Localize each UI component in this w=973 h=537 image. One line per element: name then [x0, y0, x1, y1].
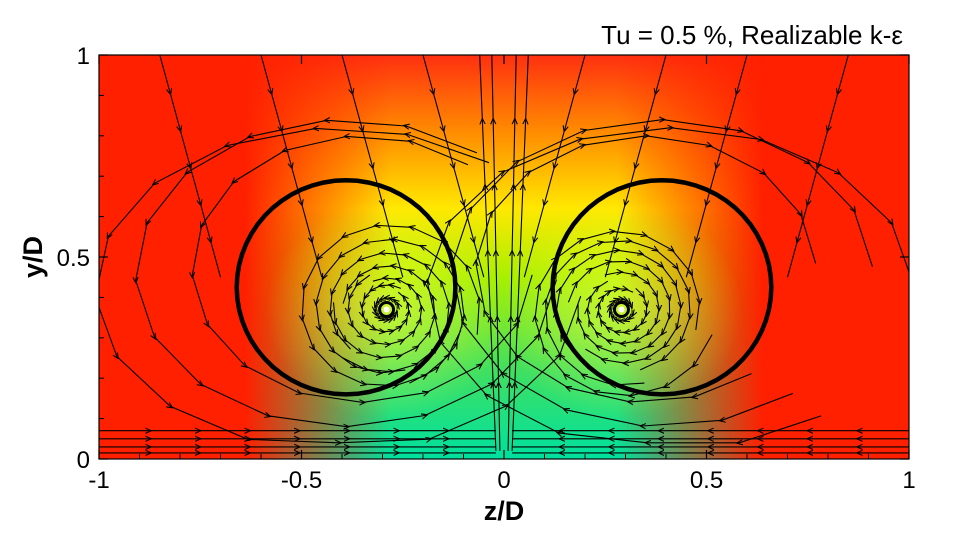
- y-tick-label: 1: [77, 43, 90, 70]
- separatrix-loop: [234, 177, 458, 397]
- y-tick-label: 0.5: [57, 245, 90, 272]
- separatrix-loop: [550, 177, 774, 397]
- y-axis-title: y/D: [18, 236, 48, 278]
- downwash-streamline: [685, 55, 748, 278]
- x-tick-label: -1: [88, 467, 109, 494]
- vortex-core-marker: [378, 301, 396, 319]
- downwash-streamline: [159, 55, 222, 278]
- downwash-streamline: [604, 55, 667, 278]
- x-tick-label: 0.5: [690, 467, 723, 494]
- plot-area: [99, 55, 909, 459]
- x-tick-label: -0.5: [281, 467, 322, 494]
- central-upwash-streamline: [511, 55, 529, 451]
- downwash-streamline: [422, 55, 485, 278]
- central-upwash-streamline: [492, 55, 500, 451]
- x-tick-label: 0: [497, 467, 510, 494]
- vortex-core-marker: [612, 301, 630, 319]
- y-tick-label: 0: [77, 447, 90, 474]
- x-axis-title: z/D: [484, 496, 525, 526]
- downwash-streamline: [523, 55, 586, 278]
- vortex-core-center: [383, 306, 390, 313]
- vortex-core-center: [618, 306, 625, 313]
- wall-layer-field: [99, 55, 909, 459]
- plot-title: Tu = 0.5 %, Realizable k-ε: [601, 20, 903, 50]
- downwash-streamline: [786, 55, 849, 278]
- downwash-streamline: [260, 55, 323, 278]
- downwash-streamline: [341, 55, 404, 278]
- x-tick-label: 1: [902, 467, 915, 494]
